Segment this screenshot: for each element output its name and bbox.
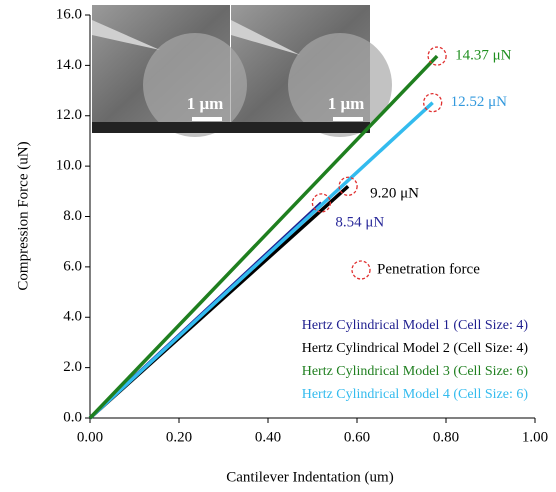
cantilever-tip xyxy=(92,20,160,50)
cell-shape xyxy=(143,33,247,137)
sem-info-bar xyxy=(92,122,370,133)
penetration-marker xyxy=(338,176,358,196)
y-tick-label: 14.0 xyxy=(56,57,82,73)
x-tick-label: 0.00 xyxy=(77,429,103,445)
y-axis-label: Compression Force (uN) xyxy=(15,141,31,290)
cell-shape xyxy=(288,33,392,137)
legend-entry: Hertz Cylindrical Model 3 (Cell Size: 6) xyxy=(302,364,529,379)
legend-entry: Hertz Cylindrical Model 2 (Cell Size: 4) xyxy=(302,341,529,356)
legend-entry: Hertz Cylindrical Model 1 (Cell Size: 4) xyxy=(302,318,529,333)
x-tick-label: 0.40 xyxy=(255,429,281,445)
y-tick-label: 4.0 xyxy=(63,309,82,325)
x-tick-label: 0.80 xyxy=(433,429,459,445)
legend-label: Penetration force xyxy=(377,261,480,277)
legend-entry: Hertz Cylindrical Model 4 (Cell Size: 6) xyxy=(302,387,529,402)
series-line xyxy=(88,101,434,420)
x-tick-label: 1.00 xyxy=(522,429,548,445)
x-tick-label: 0.20 xyxy=(166,429,192,445)
y-tick-label: 2.0 xyxy=(63,359,82,375)
y-tick-label: 6.0 xyxy=(63,258,82,274)
series-line xyxy=(88,54,439,420)
penetration-marker xyxy=(311,193,332,213)
y-tick-label: 8.0 xyxy=(63,208,82,224)
scale-label: 1 μm xyxy=(187,94,224,113)
penetration-marker xyxy=(427,46,447,66)
x-axis-label: Cantilever Indentation (um) xyxy=(226,469,393,485)
y-tick-label: 0.0 xyxy=(63,409,82,425)
inset-images: 1 μm 1 μm xyxy=(92,5,392,137)
annotation: 12.52 μN xyxy=(451,94,508,110)
x-tick-label: 0.60 xyxy=(344,429,370,445)
annotation: 9.20 μN xyxy=(370,186,419,202)
y-tick-label: 12.0 xyxy=(56,107,82,123)
y-tick-label: 16.0 xyxy=(56,6,82,22)
annotation: 8.54 μN xyxy=(335,214,384,230)
scale-bar xyxy=(192,117,222,121)
scale-label: 1 μm xyxy=(328,94,365,113)
penetration-marker xyxy=(422,93,443,113)
legend-marker xyxy=(351,260,371,280)
annotation: 14.37 μN xyxy=(455,47,512,63)
y-tick-label: 10.0 xyxy=(56,158,82,174)
cantilever-tip xyxy=(231,20,300,55)
scale-bar xyxy=(333,117,363,121)
